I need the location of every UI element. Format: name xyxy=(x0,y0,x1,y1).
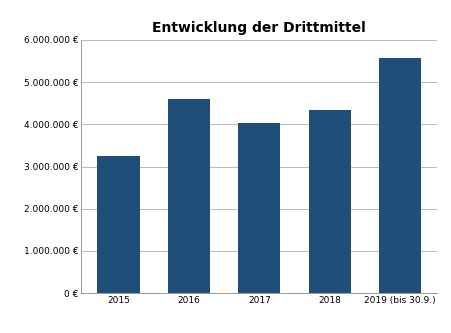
Bar xyxy=(97,156,140,293)
Bar xyxy=(308,111,351,293)
Bar xyxy=(379,58,421,293)
Bar xyxy=(168,99,210,293)
Bar xyxy=(238,124,281,293)
Title: Entwicklung der Drittmittel: Entwicklung der Drittmittel xyxy=(152,21,366,35)
